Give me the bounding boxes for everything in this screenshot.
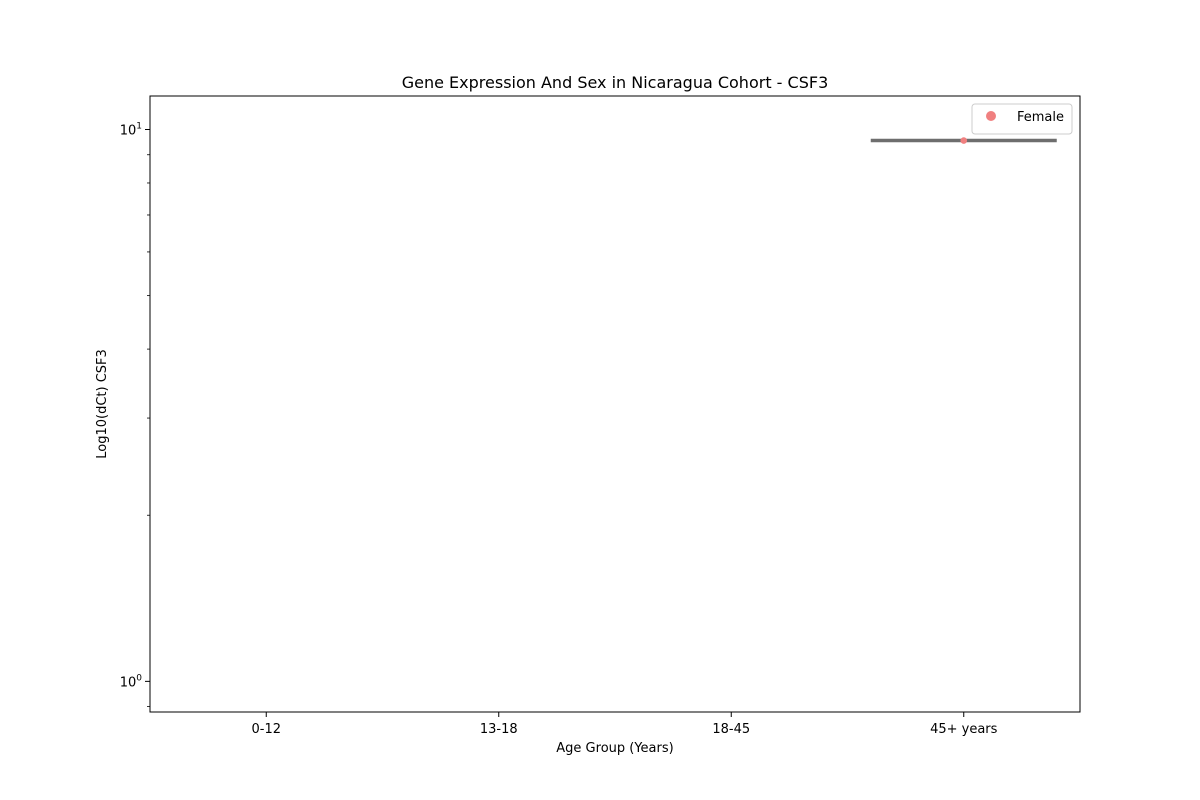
y-tick-label: 101 xyxy=(120,121,142,138)
y-tick-label: 100 xyxy=(120,673,143,690)
x-tick-label: 13-18 xyxy=(480,722,518,737)
data-point xyxy=(960,137,968,144)
x-tick-label: 45+ years xyxy=(930,722,998,737)
plot-area xyxy=(149,95,1081,713)
chart-title: Gene Expression And Sex in Nicaragua Coh… xyxy=(402,73,829,92)
x-axis: 0-12 13-18 18-45 45+ years xyxy=(251,712,998,737)
legend-label: Female xyxy=(1017,110,1064,125)
plot-frame xyxy=(149,95,1081,713)
legend-box xyxy=(971,103,1073,135)
x-tick-label: 0-12 xyxy=(251,722,281,737)
x-axis-label: Age Group (Years) xyxy=(556,741,673,756)
legend: Female xyxy=(971,103,1073,135)
y-axis: 100 101 xyxy=(120,121,150,708)
legend-marker xyxy=(986,111,996,121)
y-axis-label: Log10(dCt) CSF3 xyxy=(95,349,110,459)
data-points xyxy=(960,137,968,144)
x-tick-label: 18-45 xyxy=(712,722,750,737)
